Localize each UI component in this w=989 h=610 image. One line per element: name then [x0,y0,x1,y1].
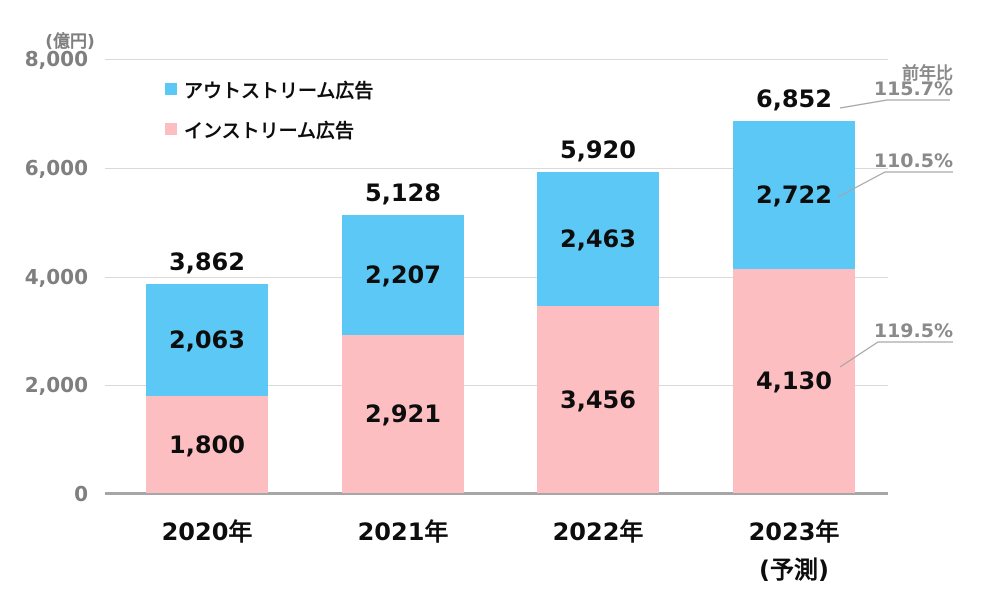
total-label-2023年: 6,852 [756,85,832,113]
chart-legend: アウトストリーム広告 インストリーム広告 [165,78,373,158]
legend-item-instream: インストリーム広告 [165,118,373,142]
value-label-instream-2020年: 1,800 [169,430,245,459]
legend-item-outstream: アウトストリーム広告 [165,78,374,102]
bar-outstream-2023年: 2,722 [733,121,855,269]
value-label-outstream-2023年: 2,722 [756,181,832,209]
legend-swatch-pink-icon [165,123,177,135]
leader-line-instream [839,341,953,368]
x-axis-line [105,492,888,495]
value-label-outstream-2020年: 2,063 [169,326,245,354]
bar-outstream-2022年: 2,463 [537,172,659,306]
value-label-instream-2023年: 4,130 [756,367,832,395]
value-label-instream-2021年: 2,921 [365,400,441,428]
total-label-2020年: 3,862 [169,248,245,276]
value-label-instream-2022年: 3,456 [560,385,636,414]
gridline-4000 [105,277,888,278]
bar-instream-2020年: 1,800 [146,396,268,493]
total-label-2022年: 5,920 [560,136,636,164]
y-tick-label-4000: 4,000 [24,265,88,289]
x-axis-label-2021年: 2021年 [357,518,449,546]
yoy-ratio-total-2023: 115.7% [873,78,953,100]
bar-instream-2023年: 4,130 [733,269,855,493]
gridline-8000 [105,59,888,60]
y-axis-unit-label: (億円) [45,32,95,52]
legend-swatch-blue-icon [165,83,177,95]
yoy-ratio-instream-2023: 119.5% [873,320,953,342]
y-tick-label-8000: 8,000 [24,47,88,71]
y-tick-label-2000: 2,000 [24,373,88,397]
y-tick-label-6000: 6,000 [24,156,88,180]
x-axis-label-2023年: 2023年 [748,518,840,546]
bar-outstream-2020年: 2,063 [146,284,268,396]
leader-line-outstream [837,171,953,198]
yoy-ratio-header: 前年比 [902,64,953,84]
legend-label-outstream: アウトストリーム広告 [184,79,374,102]
bar-instream-2021年: 2,921 [342,335,464,493]
legend-label-instream: インストリーム広告 [184,119,355,142]
x-axis-sublabel-2023年: (予測) [759,556,829,584]
bar-instream-2022年: 3,456 [537,306,659,493]
value-label-outstream-2022年: 2,463 [560,225,636,253]
value-label-outstream-2021年: 2,207 [365,261,441,289]
y-tick-label-0: 0 [74,482,88,506]
x-axis-label-2020年: 2020年 [161,518,253,546]
bar-outstream-2021年: 2,207 [342,215,464,335]
x-axis-label-2022年: 2022年 [552,518,644,546]
total-label-2021年: 5,128 [365,179,441,207]
gridline-2000 [105,385,888,386]
gridline-6000 [105,168,888,169]
yoy-ratio-outstream-2023: 110.5% [873,150,953,172]
